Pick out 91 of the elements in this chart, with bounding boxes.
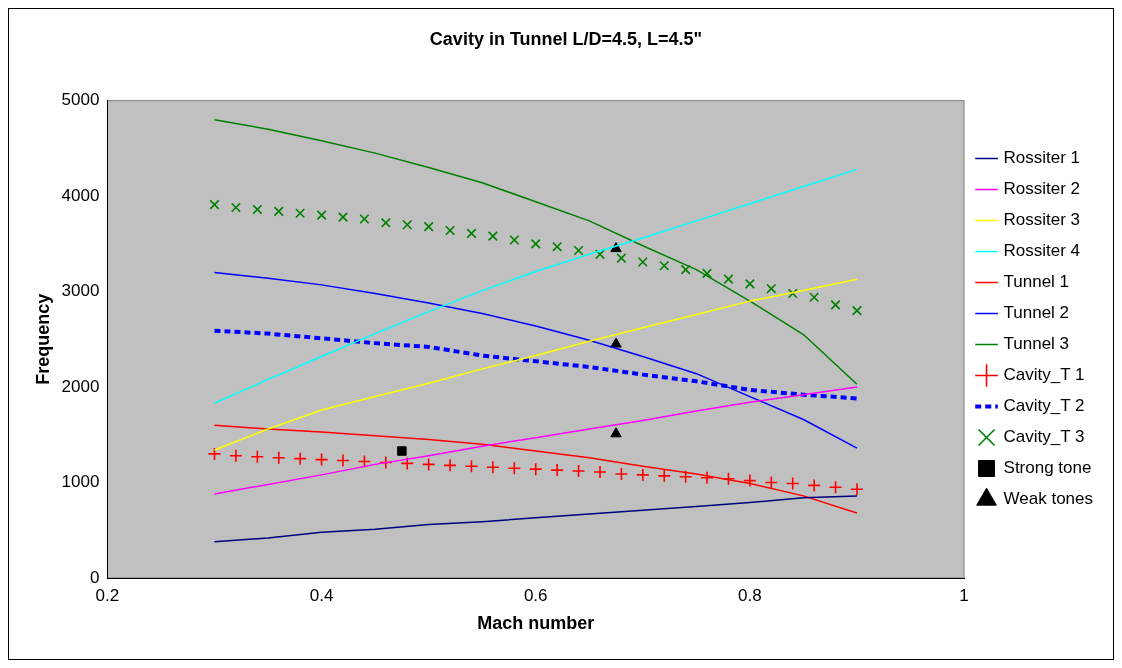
y-tick-label: 4000 (61, 185, 100, 205)
y-tick-label: 0 (89, 567, 100, 587)
point (552, 241, 563, 252)
point (509, 234, 520, 246)
point (316, 210, 327, 221)
point (207, 447, 222, 461)
point (250, 449, 265, 464)
legend-label: Tunnel 1 (1003, 272, 1070, 292)
point (380, 217, 391, 228)
point (610, 427, 622, 438)
point (252, 204, 263, 215)
point (507, 461, 522, 475)
point (593, 465, 607, 479)
point (702, 268, 713, 279)
point (616, 253, 627, 264)
point (293, 451, 307, 466)
y-tick-label: 1000 (61, 472, 100, 492)
point (359, 213, 370, 225)
point (229, 448, 243, 463)
point (614, 467, 629, 481)
point (723, 274, 734, 285)
point (464, 459, 479, 474)
point (764, 475, 779, 490)
point (850, 482, 864, 496)
y-tick-label: 2000 (61, 376, 100, 396)
point (787, 288, 798, 299)
legend-label: Cavity_T 2 (1003, 396, 1085, 416)
point (807, 478, 821, 493)
point (809, 292, 820, 303)
point (487, 231, 498, 242)
point (573, 245, 584, 256)
legend-label: Cavity_T 1 (1003, 365, 1085, 385)
point (785, 476, 800, 491)
y-axis-title: Frequency (32, 293, 53, 385)
legend-label: Rossiter 3 (1003, 210, 1081, 230)
x-tick-label: 1 (959, 585, 969, 605)
point (659, 260, 670, 271)
point (230, 202, 241, 213)
legend-label: Rossiter 1 (1003, 148, 1081, 168)
legend-label: Tunnel 2 (1003, 303, 1070, 323)
point (336, 453, 350, 468)
point (337, 212, 349, 223)
point (744, 278, 755, 289)
x-axis-title: Mach number (477, 613, 595, 634)
point (271, 450, 286, 465)
point (680, 264, 691, 275)
point (423, 221, 434, 232)
point (766, 283, 777, 294)
point (314, 452, 329, 467)
point (273, 206, 284, 217)
point (466, 228, 477, 239)
point (721, 471, 736, 486)
point (828, 480, 843, 495)
point (830, 299, 841, 310)
point (421, 457, 436, 472)
point (445, 225, 456, 236)
point (678, 469, 693, 484)
legend-label: Cavity_T 3 (1003, 427, 1085, 447)
legend-label: Strong tone (1003, 458, 1092, 478)
point (594, 249, 606, 260)
point (530, 238, 541, 249)
point (295, 208, 306, 219)
point (443, 458, 457, 473)
legend-label: Rossiter 4 (1003, 241, 1081, 261)
point (550, 463, 564, 477)
x-tick-label: 0.4 (309, 585, 334, 605)
point (610, 337, 622, 348)
point (209, 199, 220, 210)
point (397, 446, 407, 456)
x-tick-label: 0.6 (523, 585, 548, 605)
point (528, 462, 543, 476)
point (743, 473, 757, 488)
point (400, 456, 415, 471)
legend-label: Tunnel 3 (1003, 334, 1070, 354)
point (402, 219, 413, 230)
legend-label: Rossiter 2 (1003, 179, 1081, 199)
point (637, 256, 648, 267)
y-tick-label: 3000 (61, 281, 100, 301)
point (486, 460, 500, 475)
x-tick-label: 0.2 (95, 585, 120, 605)
point (357, 454, 372, 469)
point (700, 470, 714, 485)
point (379, 455, 393, 470)
y-tick-label: 5000 (61, 90, 100, 110)
point (851, 305, 863, 316)
point (657, 469, 672, 483)
x-tick-label: 0.8 (738, 585, 762, 605)
point (636, 468, 650, 482)
chart-title: Cavity in Tunnel L/D=4.5, L=4.5" (429, 28, 703, 49)
legend-label: Weak tones (1003, 489, 1094, 509)
point (571, 464, 586, 478)
